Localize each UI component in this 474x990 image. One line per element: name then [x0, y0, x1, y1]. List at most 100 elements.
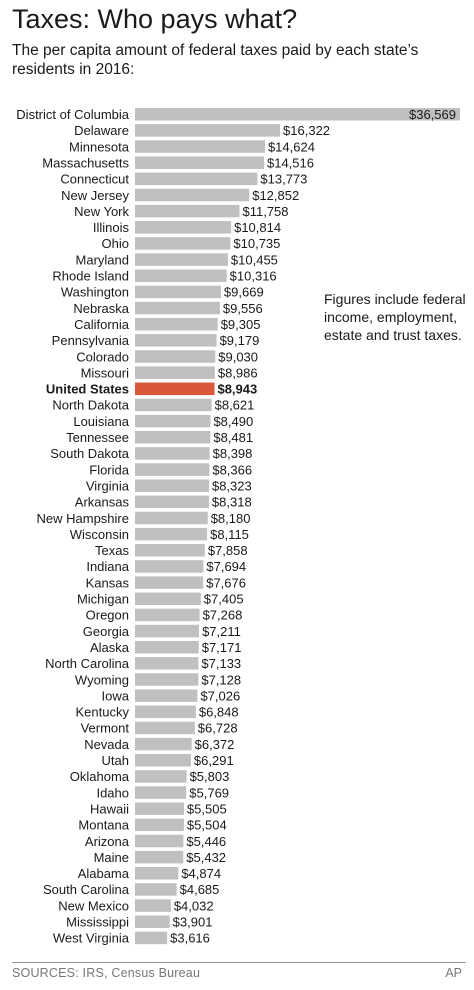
category-label-south-dakota: South Dakota	[50, 446, 130, 461]
bar-new-york	[135, 204, 240, 218]
bar-north-carolina	[135, 657, 199, 670]
sources-credit: SOURCES: IRS, Census Bureau	[12, 966, 201, 980]
category-label-kentucky: Kentucky	[76, 705, 130, 720]
category-label-tennessee: Tennessee	[66, 430, 129, 445]
category-label-ohio: Ohio	[102, 236, 129, 251]
category-label-washington: Washington	[61, 285, 129, 300]
bar-new-jersey	[135, 188, 250, 202]
bar-wisconsin	[135, 527, 208, 541]
category-label-hawaii: Hawaii	[90, 801, 129, 816]
category-label-wyoming: Wyoming	[75, 672, 129, 687]
bar-oregon	[135, 608, 200, 622]
category-label-louisiana: Louisiana	[73, 414, 129, 429]
bar-alabama	[135, 867, 179, 880]
bar-massachusetts	[135, 156, 265, 169]
category-label-maine: Maine	[94, 850, 129, 865]
value-label-washington: $9,669	[224, 285, 264, 300]
bar-district-of-columbia	[135, 108, 460, 121]
value-label-mississippi: $3,901	[173, 915, 213, 930]
bar-arizona	[135, 834, 184, 848]
value-label-district-of-columbia: $36,569	[409, 107, 456, 122]
value-label-georgia: $7,211	[202, 624, 241, 639]
bar-nebraska	[135, 301, 220, 315]
bar-wyoming	[135, 673, 199, 686]
category-label-montana: Montana	[78, 818, 129, 833]
bar-chart: District of Columbia $36,569 Delaware $16,3…	[16, 107, 460, 946]
value-label-new-jersey: $12,852	[252, 188, 299, 203]
value-label-new-mexico: $4,032	[174, 898, 214, 913]
bar-vermont	[135, 721, 195, 735]
bar-delaware	[135, 124, 281, 137]
value-label-connecticut: $13,773	[260, 172, 307, 187]
chart-title: Taxes: Who pays what?	[12, 4, 298, 34]
bar-michigan	[135, 592, 201, 605]
value-label-alabama: $4,874	[181, 866, 221, 881]
value-label-florida: $8,366	[212, 462, 252, 477]
value-label-indiana: $7,694	[206, 559, 246, 574]
bar-georgia	[135, 624, 200, 638]
category-label-mississippi: Mississippi	[66, 915, 129, 930]
value-label-wyoming: $7,128	[201, 672, 241, 687]
bar-south-carolina	[135, 883, 177, 896]
value-label-arkansas: $8,318	[212, 495, 252, 510]
category-label-utah: Utah	[102, 753, 129, 768]
category-label-new-hampshire: New Hampshire	[37, 511, 129, 526]
value-label-california: $9,305	[221, 317, 261, 332]
value-label-vermont: $6,728	[198, 721, 238, 736]
category-label-massachusetts: Massachusetts	[42, 155, 129, 170]
bar-ohio	[135, 237, 231, 250]
value-label-tennessee: $8,481	[213, 430, 253, 445]
category-label-maryland: Maryland	[76, 252, 129, 267]
bar-west-virginia	[135, 931, 168, 945]
bar-florida	[135, 463, 210, 476]
value-label-michigan: $7,405	[204, 592, 244, 607]
value-label-nebraska: $9,556	[223, 301, 263, 316]
category-label-california: California	[74, 317, 130, 332]
value-label-maine: $5,432	[186, 850, 226, 865]
bar-kentucky	[135, 705, 196, 719]
category-label-new-jersey: New Jersey	[61, 188, 129, 203]
category-label-rhode-island: Rhode Island	[52, 269, 129, 284]
value-label-pennsylvania: $9,179	[220, 333, 260, 348]
value-label-wisconsin: $8,115	[210, 527, 249, 542]
category-label-florida: Florida	[89, 462, 130, 477]
category-label-alabama: Alabama	[78, 866, 130, 881]
value-label-montana: $5,504	[187, 818, 227, 833]
category-label-virginia: Virginia	[86, 478, 130, 493]
bar-iowa	[135, 689, 198, 702]
value-label-maryland: $10,455	[231, 252, 278, 267]
value-label-kansas: $7,676	[206, 575, 246, 590]
chart-subtitle: The per capita amount of federal taxes p…	[12, 42, 419, 78]
bar-connecticut	[135, 172, 258, 186]
value-label-ohio: $10,735	[233, 236, 280, 251]
bar-california	[135, 317, 218, 331]
value-label-colorado: $9,030	[218, 349, 258, 364]
bar-montana	[135, 818, 184, 832]
value-label-utah: $6,291	[194, 753, 234, 768]
value-label-oregon: $7,268	[203, 608, 243, 623]
bar-kansas	[135, 576, 204, 589]
category-label-colorado: Colorado	[76, 349, 129, 364]
category-label-west-virginia: West Virginia	[53, 931, 130, 946]
value-label-rhode-island: $10,316	[230, 269, 277, 284]
chart-note: Figures include federal income, employme…	[324, 291, 466, 343]
value-label-minnesota: $14,624	[268, 139, 315, 154]
value-label-massachusetts: $14,516	[267, 155, 314, 170]
bar-maine	[135, 850, 184, 864]
category-label-nebraska: Nebraska	[73, 301, 129, 316]
bar-texas	[135, 544, 205, 557]
category-label-north-dakota: North Dakota	[52, 398, 129, 413]
category-label-indiana: Indiana	[86, 559, 129, 574]
value-label-virginia: $8,323	[212, 478, 252, 493]
bar-utah	[135, 754, 191, 767]
bar-oklahoma	[135, 770, 187, 783]
value-label-illinois: $10,814	[234, 220, 281, 235]
value-label-louisiana: $8,490	[213, 414, 253, 429]
bar-new-hampshire	[135, 511, 208, 525]
category-label-pennsylvania: Pennsylvania	[52, 333, 130, 348]
bar-united-states	[135, 382, 215, 396]
bar-arkansas	[135, 495, 209, 509]
bar-north-dakota	[135, 398, 212, 412]
value-label-kentucky: $6,848	[199, 705, 239, 720]
category-label-nevada: Nevada	[84, 737, 130, 752]
